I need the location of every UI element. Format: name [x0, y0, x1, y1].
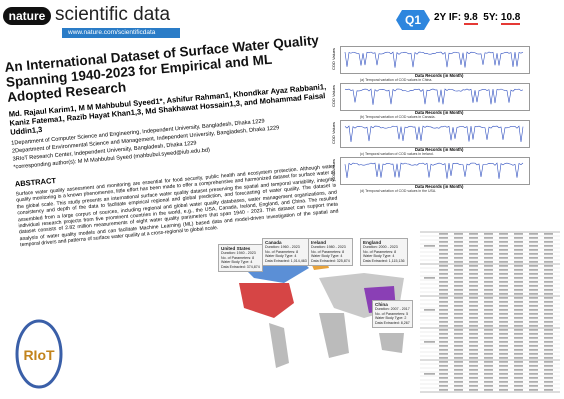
region-line: Water Body Type: 4: [311, 254, 343, 259]
region-box: England Duration: 2000 - 2023 No. of Param…: [360, 238, 408, 267]
q1-badge: Q1: [396, 10, 430, 30]
region-line: Duration: 1960 - 2023: [265, 245, 300, 250]
if5y-label: 5Y:: [483, 12, 499, 23]
caption: (c) Temporal variation of COD values in …: [360, 152, 434, 156]
data-table: [420, 231, 560, 393]
region-line: Data Extracted: 374,874: [221, 264, 260, 269]
if2y-label: 2Y IF:: [434, 12, 462, 23]
region-line: No. of Parameters: 5: [375, 311, 409, 316]
region-line: Duration: 1940 - 2023: [221, 251, 256, 256]
region-name: United States: [221, 246, 251, 251]
region-line: Water Body Type: 4: [363, 254, 395, 259]
plot-panel: [340, 83, 530, 111]
journal-badge: nature: [3, 7, 51, 25]
region-line: Water Body Type: 4: [221, 260, 253, 265]
journal-name: scientific data: [55, 4, 171, 25]
if2y: 9.8: [463, 12, 478, 25]
region-line: No. of Parameters: 8: [311, 249, 345, 254]
region-name: Ireland: [311, 240, 327, 245]
journal-url: www.nature.com/scientificdata: [62, 28, 180, 38]
riot-logo: RIoT: [15, 319, 63, 389]
caption: (b) Temporal variation of COD values in …: [360, 115, 436, 119]
region-line: No. of Parameters: 8: [221, 255, 255, 260]
region-box: China Duration: 2007 - 2017 No. of Paramet…: [372, 300, 413, 329]
paper-text: An International Dataset of Surface Wate…: [4, 32, 339, 249]
region-line: Data Extracted: 8,267: [375, 320, 410, 325]
y-axis-label: COD Values: [331, 159, 336, 181]
plot-panel: [340, 46, 530, 74]
x-axis-label: Data Records (in Month): [415, 73, 464, 78]
region-name: England: [363, 240, 382, 245]
region-box: Canada Duration: 1960 - 2023 No. of Parame…: [262, 238, 310, 267]
impact-factors: 2Y IF: 9.8 5Y: 10.8: [434, 12, 521, 25]
region-line: Duration: 2007 - 2017: [375, 307, 410, 312]
caption: (a) Temporal variation of COD values in …: [360, 78, 433, 82]
region-name: China: [375, 302, 388, 307]
plot-panel: [340, 157, 530, 185]
region-line: Data Extracted: 325,874: [311, 258, 350, 263]
y-axis-label: COD Values: [331, 48, 336, 70]
region-line: No. of Parameters: 8: [363, 249, 397, 254]
region-line: No. of Parameters: 8: [265, 249, 299, 254]
region-line: Data Extracted: 1,014,463: [265, 258, 307, 263]
x-axis-label: Data Records (in Month): [415, 184, 464, 189]
region-line: Water Body Type: 2: [375, 316, 407, 321]
region-line: Data Extracted: 1,115,136: [363, 258, 405, 263]
caption: (d) Temporal variation of COD values in …: [360, 189, 437, 193]
if5y: 10.8: [500, 12, 521, 25]
y-axis-label: COD Values: [331, 85, 336, 107]
region-name: Canada: [265, 240, 282, 245]
svg-text:RIoT: RIoT: [23, 347, 55, 363]
plot-panel: [340, 120, 530, 148]
quartile: Q1: [405, 13, 421, 27]
x-axis-label: Data Records (in Month): [415, 147, 464, 152]
region-line: Duration: 2000 - 2023: [363, 245, 398, 250]
x-axis-label: Data Records (in Month): [415, 110, 464, 115]
region-line: Duration: 1980 - 2023: [311, 245, 346, 250]
region-box: United States Duration: 1940 - 2023 No. of…: [218, 244, 263, 273]
y-axis-label: COD Values: [331, 122, 336, 144]
region-box: Ireland Duration: 1980 - 2023 No. of Param…: [308, 238, 353, 267]
region-line: Water Body Type: 4: [265, 254, 297, 259]
